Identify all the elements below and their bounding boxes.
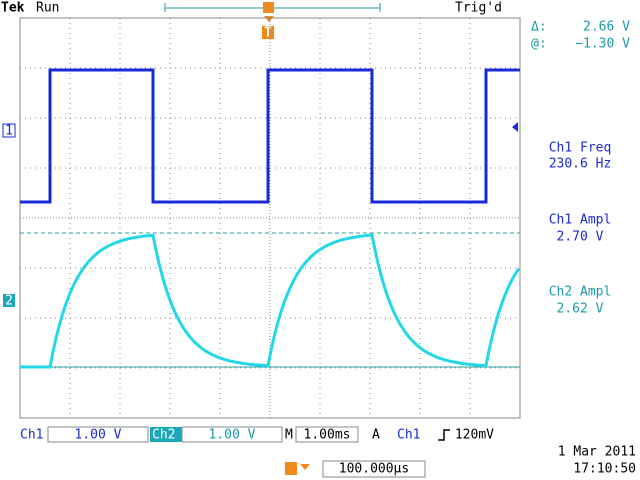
ch2-label-box	[150, 427, 182, 442]
trigger-level-marker	[512, 122, 518, 132]
ch1-label: Ch1	[20, 428, 43, 443]
measurement-value: 2.62 V	[557, 302, 604, 317]
at-label: @:	[531, 37, 547, 52]
trigger-state: Trig'd	[455, 1, 502, 16]
trigger-marker-box	[262, 26, 274, 39]
ch1-waveform	[20, 68, 520, 204]
delta-value: 2.66 V	[583, 20, 630, 35]
trigger-edge-icon	[438, 429, 450, 441]
run-state: Run	[36, 1, 59, 16]
trigger-position-box	[322, 460, 426, 478]
graticule	[20, 18, 520, 418]
measurement-value: 2.70 V	[557, 230, 604, 245]
measurement-value: 230.6 Hz	[549, 157, 612, 172]
measurement-label: Ch1 Freq	[549, 141, 612, 156]
trigger-level: 120mV	[455, 428, 494, 443]
ch1-marker: 1	[5, 124, 13, 139]
brand: Tek	[1, 1, 25, 16]
trigger-pos-icon	[285, 462, 297, 475]
ch2-scale: 1.00 V	[209, 428, 256, 443]
measurement-label: Ch2 Ampl	[549, 285, 612, 300]
measurement-label: Ch1 Ampl	[549, 213, 612, 228]
ch2-scale-box	[181, 426, 283, 443]
date: 1 Mar 2011	[558, 445, 636, 460]
time: 17:10:50	[573, 462, 636, 477]
trigger-position: 100.000µs	[339, 462, 409, 477]
ch2-marker: 2	[5, 294, 13, 309]
ch1-scale-box	[47, 426, 149, 443]
delta-label: Δ:	[531, 20, 547, 35]
time-scale: 1.00ms	[304, 428, 351, 443]
ch1-scale: 1.00 V	[75, 428, 122, 443]
time-scale-box	[295, 426, 359, 443]
at-value: −1.30 V	[575, 37, 630, 52]
ch2-waveform	[20, 233, 521, 369]
trigger-marker: T	[264, 26, 272, 41]
trigger-mode: A	[372, 428, 380, 443]
trigger-source: Ch1	[397, 428, 420, 443]
ch2-label: Ch2	[152, 428, 175, 443]
ch1-marker-box	[2, 123, 16, 138]
trigger-pos-marker	[263, 2, 274, 13]
time-label: M	[285, 428, 293, 443]
trigger-pos-arrow	[300, 464, 310, 470]
ch2-marker-box	[3, 294, 15, 307]
